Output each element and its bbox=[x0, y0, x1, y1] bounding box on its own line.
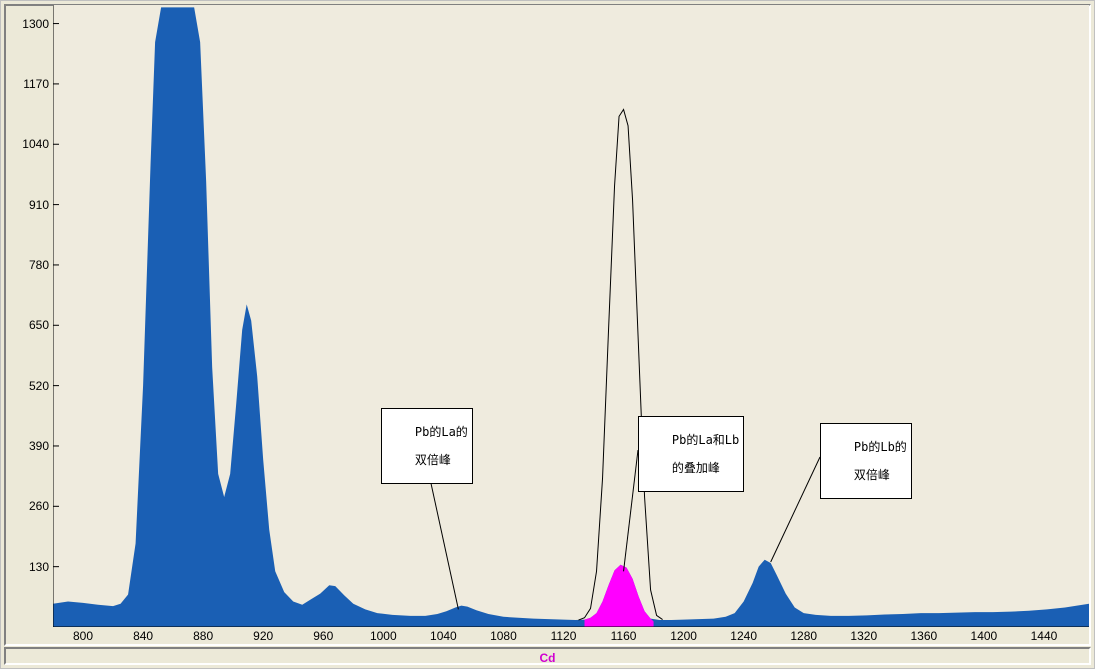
y-tick-label: 520 bbox=[9, 379, 49, 393]
callout-line: 双倍峰 bbox=[415, 453, 451, 467]
y-tick-label: 1300 bbox=[9, 17, 49, 31]
x-tick-label: 1440 bbox=[1031, 629, 1058, 643]
x-tick-label: 1320 bbox=[850, 629, 877, 643]
y-tick-label: 1040 bbox=[9, 137, 49, 151]
y-tick-label: 1170 bbox=[9, 77, 49, 91]
x-tick-label: 1200 bbox=[670, 629, 697, 643]
x-tick-label: 1280 bbox=[790, 629, 817, 643]
x-tick-label: 1000 bbox=[370, 629, 397, 643]
y-tick-label: 650 bbox=[9, 318, 49, 332]
footer-element-label: Cd bbox=[540, 651, 556, 665]
x-tick-label: 1040 bbox=[430, 629, 457, 643]
y-tick-label: 130 bbox=[9, 560, 49, 574]
x-tick-label: 960 bbox=[313, 629, 333, 643]
callout-line: 双倍峰 bbox=[854, 468, 890, 482]
y-tick-label: 390 bbox=[9, 439, 49, 453]
x-tick-label: 1120 bbox=[551, 629, 577, 643]
callout-line: Pb的La的 bbox=[415, 425, 468, 439]
callout-line: Pb的La和Lb bbox=[672, 433, 739, 447]
y-tick-label: 780 bbox=[9, 258, 49, 272]
plot-area bbox=[53, 5, 1089, 627]
callout-pb-la-double: Pb的La的 双倍峰 bbox=[381, 408, 473, 484]
callout-line: 的叠加峰 bbox=[672, 461, 720, 475]
x-tick-label: 800 bbox=[73, 629, 93, 643]
x-tick-label: 840 bbox=[133, 629, 153, 643]
x-tick-label: 920 bbox=[253, 629, 273, 643]
footer-bar: Cd bbox=[4, 647, 1091, 665]
x-tick-label: 1240 bbox=[730, 629, 757, 643]
x-tick-label: 1360 bbox=[910, 629, 937, 643]
window-frame: 130 260 390 520 650 780 910 1040 1170 1300 800 840… bbox=[0, 0, 1095, 669]
chart-svg bbox=[53, 5, 1089, 627]
x-tick-label: 1160 bbox=[611, 629, 637, 643]
x-tick-label: 1080 bbox=[490, 629, 517, 643]
y-tick-label: 260 bbox=[9, 499, 49, 513]
callout-pb-lb-double: Pb的Lb的 双倍峰 bbox=[820, 423, 912, 499]
callout-line: Pb的Lb的 bbox=[854, 440, 907, 454]
x-tick-label: 1400 bbox=[971, 629, 998, 643]
callout-pb-la-lb-overlap: Pb的La和Lb 的叠加峰 bbox=[638, 416, 744, 492]
x-tick-label: 880 bbox=[193, 629, 213, 643]
y-tick-label: 910 bbox=[9, 198, 49, 212]
